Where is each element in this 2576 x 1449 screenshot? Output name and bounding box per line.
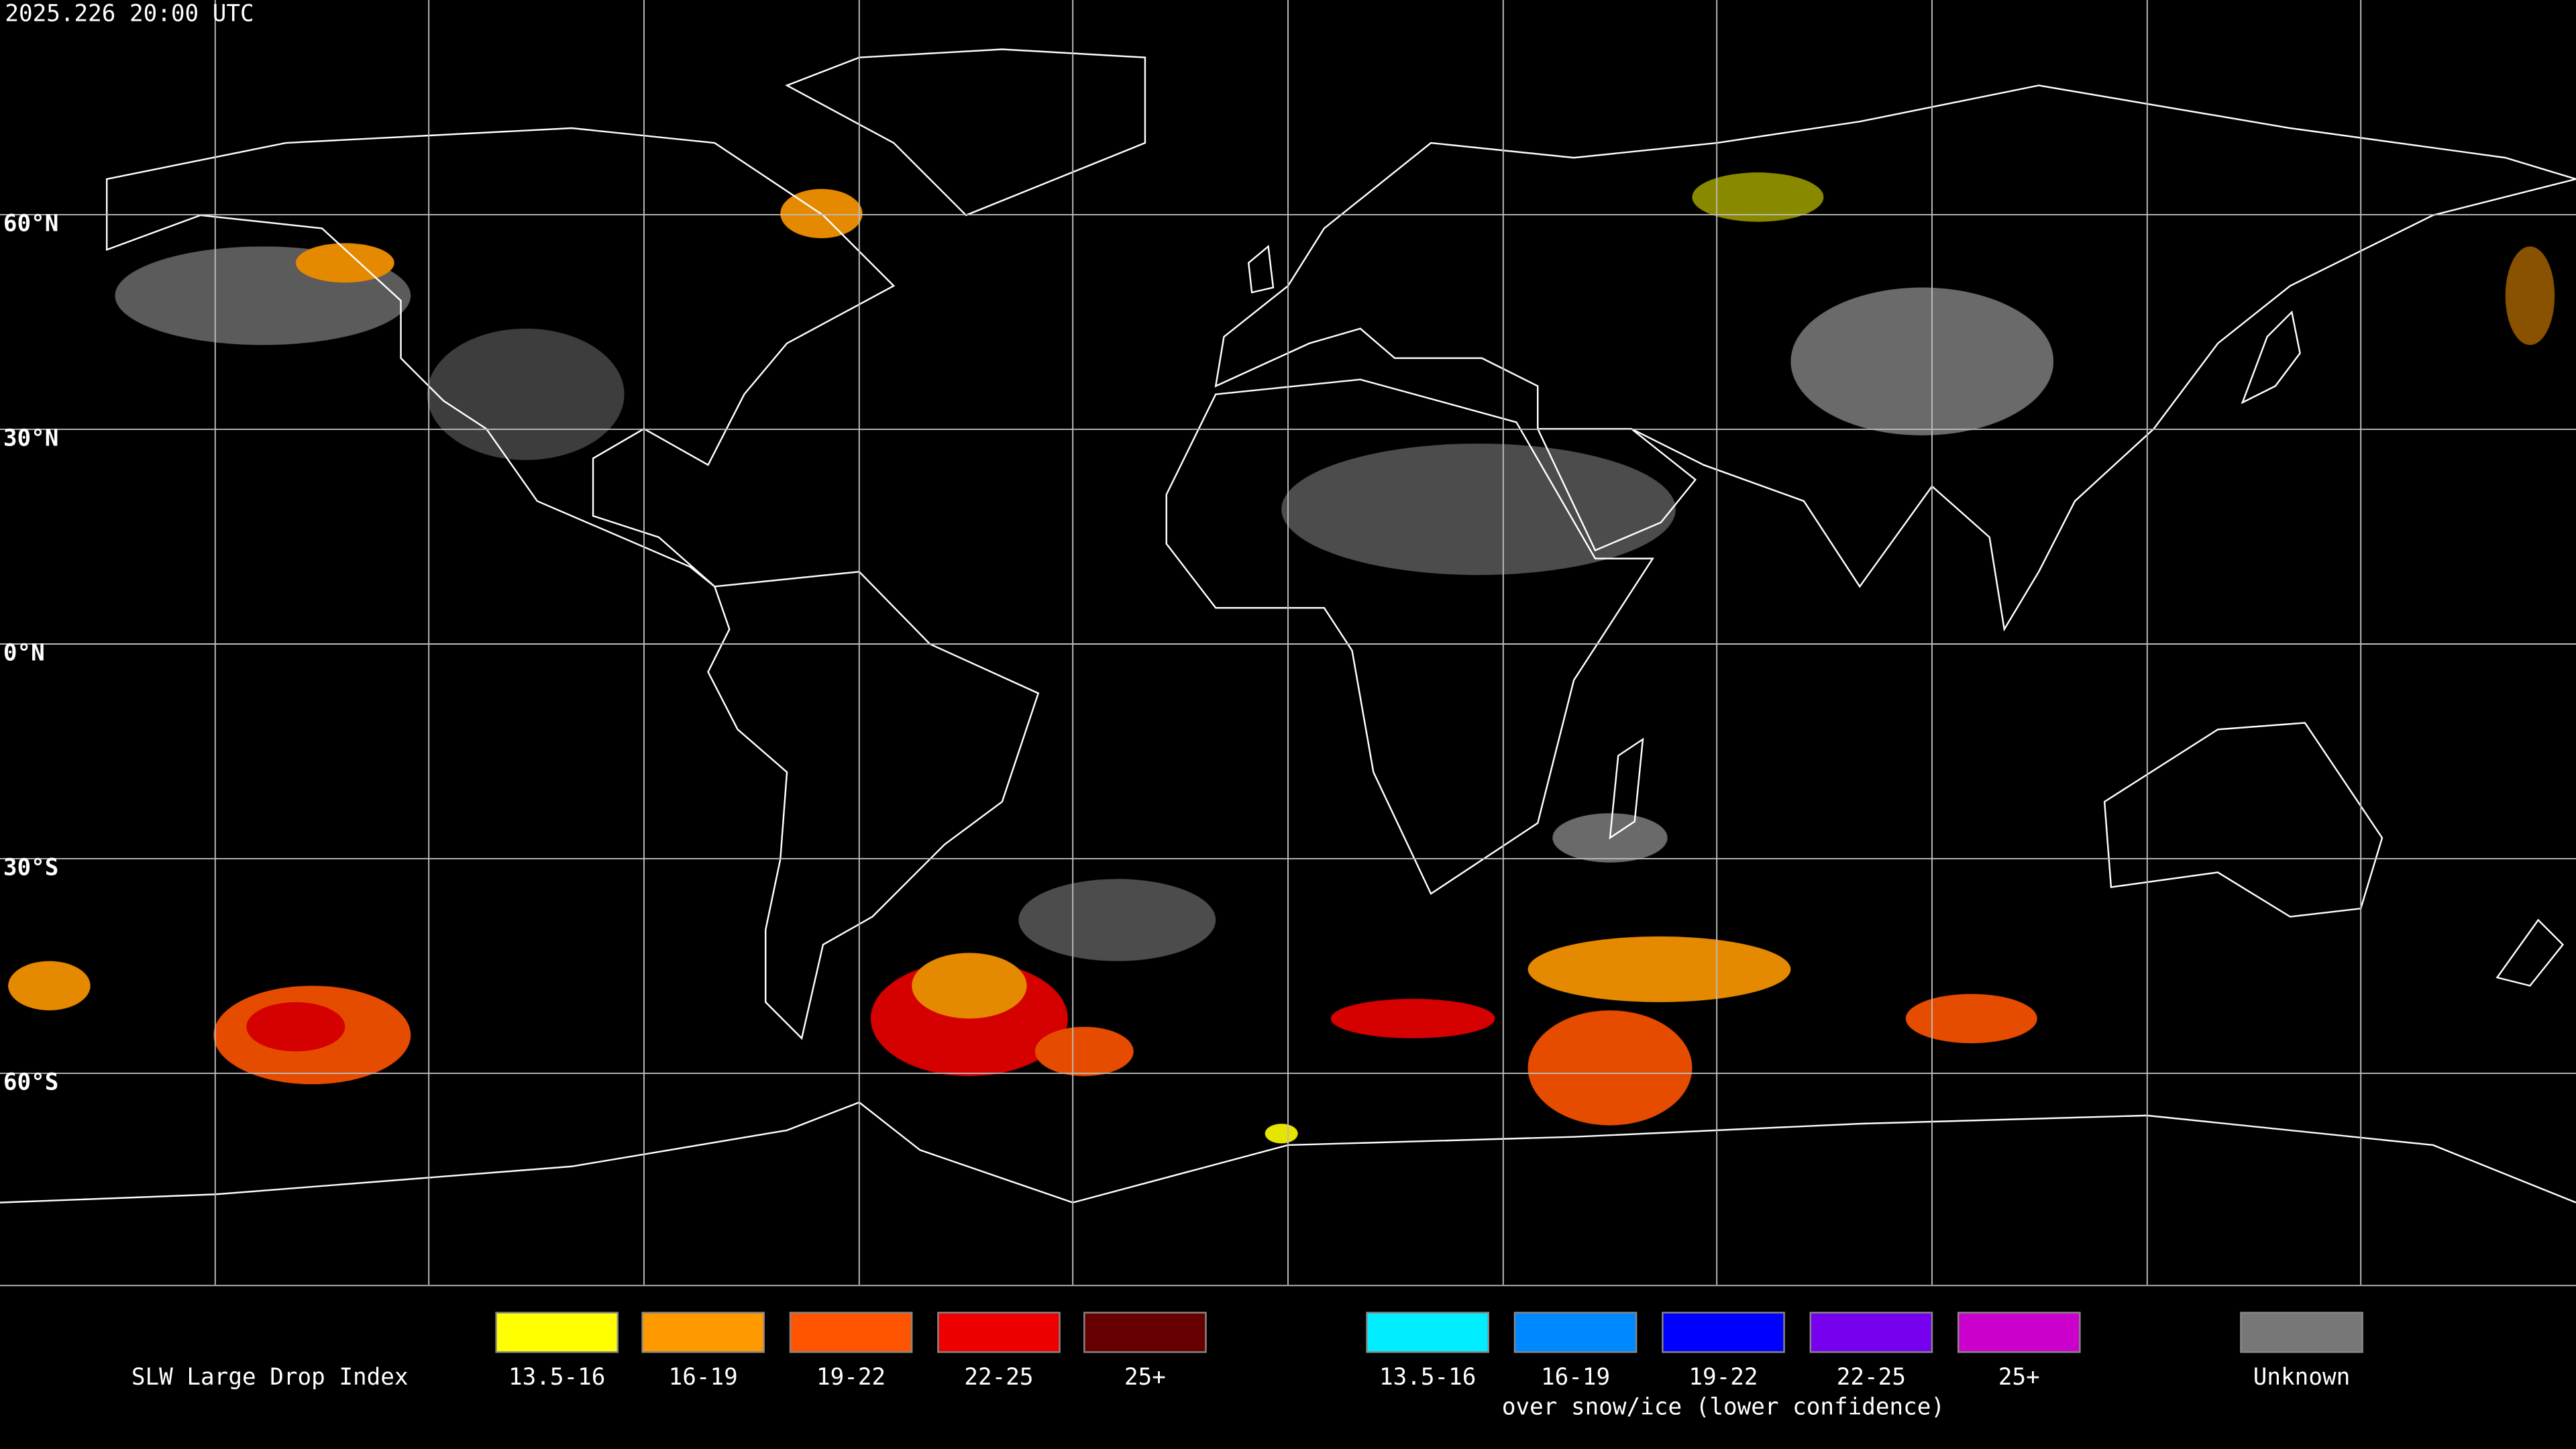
legend-swatch [1083,1311,1207,1353]
coastline [1609,737,1644,840]
timestamp: 2025.226 20:00 UTC [5,1,254,28]
legend-label: 25+ [1998,1364,2040,1391]
latitude-label: 30°S [3,855,59,881]
legend-label: Unknown [2253,1364,2350,1391]
graticule [0,0,2576,1287]
slw-region [912,953,1027,1019]
legend-label: 13.5-16 [1379,1364,1476,1391]
slw-region [1905,994,2037,1044]
unknown-region [427,328,625,460]
latitude-label: 30°N [3,425,59,451]
cloud-fields [8,172,2555,1144]
unknown-region [1281,443,1676,576]
legend-title: SLW Large Drop Index [131,1364,409,1391]
slw-region [1330,998,1495,1038]
legend-swatch [1662,1311,1785,1353]
legend-label: 13.5-16 [508,1364,605,1391]
slw-region [1034,1026,1134,1077]
latitude-label: 60°N [3,210,59,237]
legend-label: 22-25 [1837,1364,1906,1391]
slw-region [2505,246,2555,345]
slw-region [1527,1010,1693,1126]
coastline [1214,85,2576,632]
coastline [1165,378,1654,896]
latitude-label: 60°S [3,1069,59,1096]
coastline [785,48,1146,217]
slw-region [1692,172,1824,222]
legend-label: 19-22 [816,1364,885,1391]
unknown-region [1018,879,1216,961]
coastline [1247,244,1275,294]
legend-swatch [937,1311,1061,1353]
slw-region [1265,1124,1298,1144]
legend-swatch [789,1311,913,1353]
legend-label: 25+ [1124,1364,1166,1391]
unknown-region [1790,287,2054,435]
latitude-label: 0°N [3,639,45,666]
legend-caption: over snow/ice (lower confidence) [1502,1393,1945,1420]
slw-region [1527,936,1791,1002]
legend-swatch [1513,1311,1638,1353]
coastline [707,570,1040,1040]
legend-label: 16-19 [669,1364,738,1391]
coastline [2241,310,2301,405]
legend-swatch [495,1311,619,1353]
legend-label: 19-22 [1688,1364,1758,1391]
coastline [2496,918,2565,987]
legend-swatch [1366,1311,1489,1353]
legend-swatch [1809,1311,1933,1353]
legend-label: 22-25 [964,1364,1033,1391]
slw-region [246,1002,345,1052]
legend-swatch [641,1311,765,1353]
slw-region [8,961,91,1011]
legend-label: 16-19 [1541,1364,1610,1391]
legend-swatch [2240,1311,2363,1353]
legend-swatch [1957,1311,2081,1353]
coastline [1537,428,1697,551]
coastline [105,127,896,588]
